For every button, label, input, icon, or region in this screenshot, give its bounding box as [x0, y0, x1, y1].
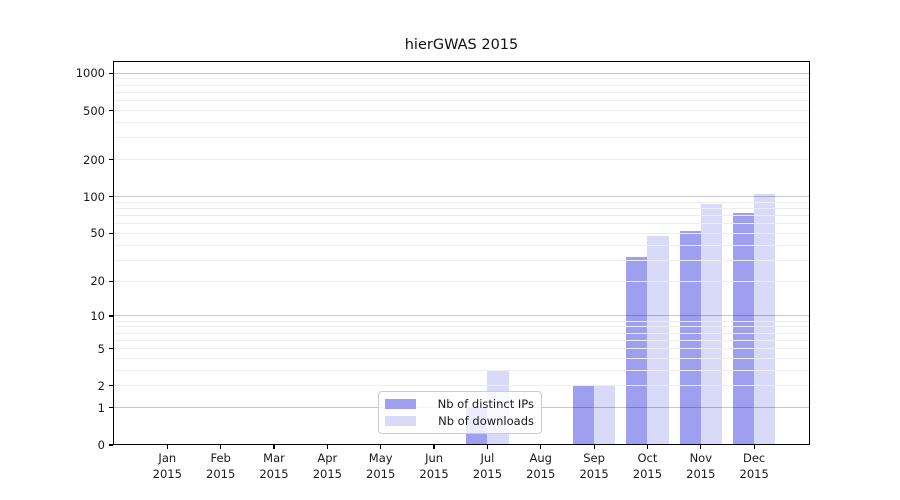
gridline-5	[113, 348, 810, 350]
legend-item-distinct-ips: Nb of distinct IPs	[385, 397, 534, 411]
chart-title: hierGWAS 2015	[404, 37, 519, 53]
y-tick-mark-500	[109, 109, 113, 112]
bar-ips-sep	[572, 385, 595, 445]
y-tick-mark-20	[109, 280, 113, 282]
y-tick-label-1000: 1000	[75, 66, 105, 81]
x-tick-label-oct: Oct 2015	[632, 451, 663, 481]
y-tick-label-2: 2	[97, 378, 105, 393]
gridline-1000	[113, 72, 810, 74]
x-tick-label-jun: Jun 2015	[419, 451, 449, 481]
y-tick-mark-2	[109, 385, 113, 387]
gridline-70	[113, 215, 810, 217]
y-tick-mark-0	[109, 444, 113, 446]
gridline-200	[113, 159, 810, 161]
legend-label-downloads: Nb of downloads	[438, 414, 534, 428]
legend-label-distinct-ips: Nb of distinct IPs	[437, 397, 534, 411]
x-tick-label-sep: Sep 2015	[579, 451, 609, 481]
gridline-3	[113, 369, 810, 371]
gridline-300	[113, 137, 810, 139]
y-tick-mark-50	[109, 232, 113, 235]
gridline-20	[113, 280, 810, 282]
y-tick-label-100: 100	[83, 189, 105, 204]
y-tick-mark-5	[109, 348, 113, 350]
y-tick-mark-1000	[109, 72, 113, 74]
gridline-40	[113, 244, 810, 246]
y-tick-mark-100	[109, 196, 113, 198]
gridline-6	[113, 339, 810, 341]
x-tick-label-apr: Apr 2015	[312, 451, 342, 481]
y-tick-label-50: 50	[90, 226, 105, 241]
legend-item-downloads: Nb of downloads	[385, 414, 534, 428]
gridline-500	[113, 110, 810, 112]
x-tick-mark-sep	[593, 445, 595, 449]
gridline-400	[113, 122, 810, 124]
bar-ips-dec	[732, 213, 755, 445]
gridline-700	[113, 91, 810, 93]
legend-swatch-distinct-ips	[385, 399, 416, 409]
x-tick-mark-aug	[540, 445, 542, 449]
x-tick-mark-may	[380, 445, 382, 449]
bar-ips-oct	[626, 256, 648, 445]
x-tick-mark-mar	[273, 445, 275, 449]
y-tick-label-200: 200	[83, 152, 105, 167]
x-tick-label-mar: Mar 2015	[259, 451, 289, 481]
x-tick-label-jul: Jul 2015	[472, 451, 503, 481]
gridline-800	[113, 84, 810, 86]
gridline-600	[113, 100, 810, 102]
x-tick-mark-jun	[433, 445, 435, 449]
gridline-9	[113, 320, 810, 322]
bar-downloads-dec	[754, 194, 776, 445]
y-tick-mark-1	[109, 407, 113, 409]
y-tick-label-5: 5	[97, 341, 105, 356]
y-tick-label-10: 10	[90, 308, 105, 323]
gridline-30	[113, 259, 810, 261]
gridline-80	[113, 208, 810, 210]
gridline-4	[113, 357, 810, 359]
x-tick-label-dec: Dec 2015	[739, 451, 769, 481]
gridline-60	[113, 223, 810, 225]
gridline-90	[113, 201, 810, 203]
bar-downloads-nov	[700, 203, 723, 445]
y-tick-label-1: 1	[97, 400, 105, 415]
x-tick-mark-feb	[220, 445, 222, 449]
x-tick-label-nov: Nov 2015	[686, 451, 716, 481]
y-tick-label-500: 500	[83, 103, 105, 118]
gridline-10	[113, 315, 810, 317]
x-tick-mark-jul	[486, 445, 488, 449]
y-tick-mark-10	[109, 315, 113, 317]
x-tick-label-may: May 2015	[366, 451, 396, 481]
gridline-2	[113, 385, 810, 387]
x-tick-mark-nov	[700, 445, 702, 449]
gridline-50	[113, 232, 810, 234]
x-tick-mark-apr	[326, 445, 328, 449]
gridline-100	[113, 196, 810, 198]
x-tick-label-jan: Jan 2015	[152, 451, 182, 481]
x-tick-mark-oct	[646, 445, 649, 449]
bar-downloads-sep	[594, 385, 616, 445]
y-tick-mark-200	[109, 159, 113, 161]
legend-swatch-downloads	[385, 416, 416, 426]
gridline-8	[113, 326, 810, 328]
y-tick-label-0: 0	[97, 438, 105, 452]
x-tick-label-feb: Feb 2015	[206, 451, 236, 481]
x-tick-mark-jan	[166, 445, 168, 449]
gridline-7	[113, 332, 810, 334]
bar-ips-nov	[679, 231, 701, 445]
x-tick-label-aug: Aug 2015	[526, 451, 556, 481]
gridline-900	[113, 78, 810, 80]
y-tick-label-20: 20	[90, 274, 105, 289]
x-tick-mark-dec	[753, 445, 755, 449]
legend: Nb of distinct IPs Nb of downloads	[378, 391, 542, 434]
